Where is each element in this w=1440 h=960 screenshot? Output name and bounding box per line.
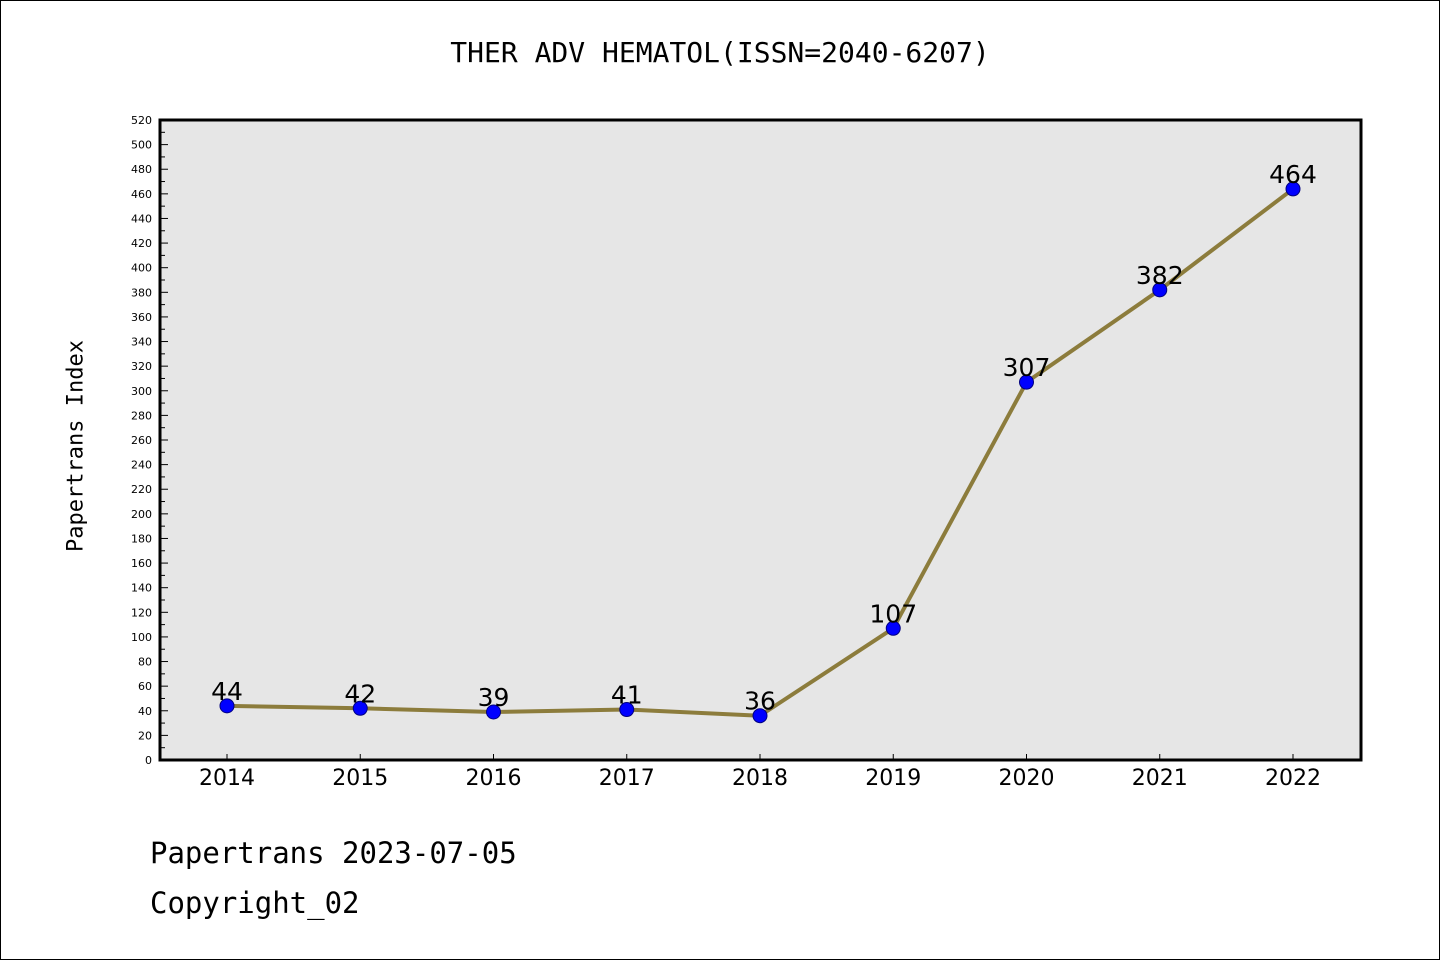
data-label: 464 [1269,160,1317,189]
y-tick-label: 380 [131,286,152,299]
x-tick-label: 2014 [199,766,255,791]
y-tick-label: 80 [138,656,152,669]
y-tick-label: 160 [131,557,152,570]
y-tick-label: 420 [131,237,152,250]
footer-copyright: Copyright_02 [150,886,360,920]
data-point [1152,282,1168,298]
x-tick-label: 2022 [1265,766,1321,791]
y-tick-label: 400 [131,262,152,275]
x-tick-label: 2019 [865,766,921,791]
x-axis: 2014 2015 2016 2017 2018 2019 2020 2021 2022 [199,754,1321,791]
data-point [1285,181,1301,197]
data-label: 36 [744,687,776,716]
data-points [219,181,1301,724]
data-point [752,708,768,724]
x-tick-label: 2018 [732,766,788,791]
data-label: 382 [1136,261,1184,290]
y-tick-label: 480 [131,163,152,176]
plot-area [160,120,1361,760]
y-tick-label: 260 [131,434,152,447]
data-point [352,700,368,716]
y-tick-label: 60 [138,680,152,693]
data-point [885,620,901,636]
y-tick-label: 300 [131,385,152,398]
data-point [619,702,635,718]
y-tick-label: 120 [131,606,152,619]
x-tick-label: 2015 [332,766,388,791]
chart-title: THER ADV HEMATOL(ISSN=2040-6207) [450,36,990,69]
data-point [1019,374,1034,390]
y-tick-label: 180 [131,532,152,545]
y-tick-label: 520 [131,114,152,127]
y-tick-label: 220 [131,483,152,496]
y-tick-label: 500 [131,139,152,152]
y-tick-label: 240 [131,459,152,472]
y-tick-label: 200 [131,508,152,521]
y-tick-label: 0 [145,754,152,767]
data-labels: 44 42 39 41 36 107 307 382 464 [211,160,1317,716]
x-tick-label: 2016 [466,766,522,791]
x-tick-label: 2017 [599,766,655,791]
y-tick-label: 280 [131,409,152,422]
data-label: 307 [1003,353,1051,382]
y-tick-label: 460 [131,188,152,201]
y-tick-label: 440 [131,212,152,225]
data-label: 44 [211,677,243,706]
x-tick-label: 2020 [999,766,1055,791]
footer-source-date: Papertrans 2023-07-05 [150,836,517,870]
data-label: 42 [344,679,376,708]
y-tick-label: 40 [138,705,152,718]
y-tick-label: 320 [131,360,152,373]
data-label: 39 [478,683,510,712]
y-tick-label: 360 [131,311,152,324]
data-label: 107 [869,599,917,628]
data-point [219,698,235,714]
y-tick-label: 20 [138,729,152,742]
y-tick-label: 340 [131,336,152,349]
data-label: 41 [611,681,643,710]
y-tick-label: 140 [131,582,152,595]
y-axis: 0 20 40 60 80 100 120 140 160 180 200 220 240 260 280 3… [131,114,168,767]
data-point [486,704,501,720]
plot-border [158,118,1363,762]
x-tick-label: 2021 [1132,766,1188,791]
y-tick-label: 100 [131,631,152,644]
